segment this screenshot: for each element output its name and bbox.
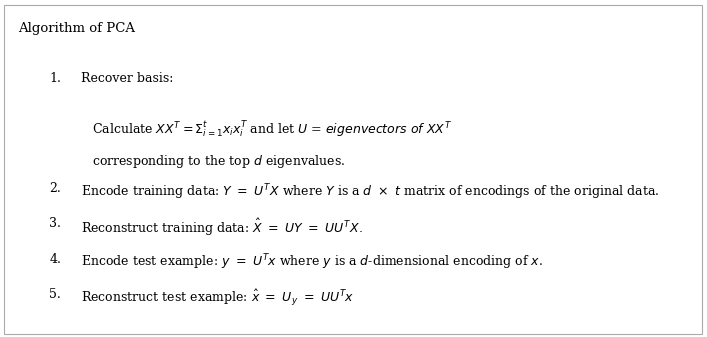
Text: Algorithm of PCA: Algorithm of PCA: [18, 22, 134, 35]
Text: Reconstruct training data: $\hat{X}\ =\ UY\ =\ UU^TX.$: Reconstruct training data: $\hat{X}\ =\ …: [81, 217, 363, 239]
Text: Calculate $XX^T = \Sigma_{i=1}^{t} x_i x_i^T$ and let $U$ = $\mathit{eigenvector: Calculate $XX^T = \Sigma_{i=1}^{t} x_i x…: [92, 120, 452, 140]
FancyBboxPatch shape: [4, 5, 702, 334]
Text: 3.: 3.: [49, 217, 62, 231]
Text: 4.: 4.: [49, 253, 62, 266]
Text: 1.: 1.: [49, 72, 62, 86]
Text: Encode training data: $Y\ =\ U^TX$ where $Y$ is a $d\ \times\ t$ matrix of encod: Encode training data: $Y\ =\ U^TX$ where…: [81, 182, 660, 202]
Text: corresponding to the top $d$ eigenvalues.: corresponding to the top $d$ eigenvalues…: [92, 153, 345, 170]
Text: Reconstruct test example: $\hat{x}\ =\ U_y\ =\ UU^Tx$: Reconstruct test example: $\hat{x}\ =\ U…: [81, 288, 355, 308]
Text: Recover basis:: Recover basis:: [81, 72, 174, 86]
Text: 5.: 5.: [49, 288, 62, 301]
Text: Encode test example: $y\ =\ U^Tx$ where $y$ is a $d$-dimensional encoding of $x$: Encode test example: $y\ =\ U^Tx$ where …: [81, 253, 543, 272]
Text: 2.: 2.: [49, 182, 62, 195]
